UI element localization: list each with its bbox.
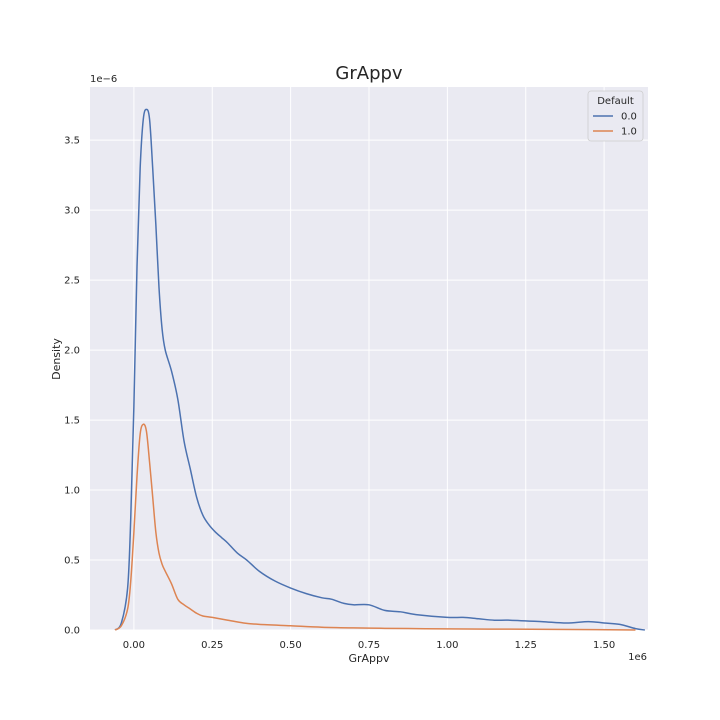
- x-tick-label: 1.25: [515, 640, 537, 651]
- y-tick-label: 1.5: [64, 416, 80, 427]
- series-line-0: [114, 108, 645, 631]
- legend: Default 0.0 1.0: [587, 90, 644, 142]
- legend-title: Default: [597, 96, 634, 107]
- legend-label-0: 0.0: [621, 112, 637, 123]
- y-tick-labels: 0.0 0.5 1.0 1.5 2.0 2.5 3.0 3.5: [64, 136, 80, 637]
- x-tick-label: 1.00: [436, 640, 458, 651]
- y-tick-label: 2.0: [64, 346, 80, 357]
- y-tick-label: 1.0: [64, 486, 80, 497]
- y-tick-label: 3.5: [64, 136, 80, 147]
- series-line-1: [114, 423, 636, 631]
- y-axis-label: Density: [50, 338, 63, 380]
- y-tick-label: 2.5: [64, 276, 80, 287]
- x-tick-labels: 0.00 0.25 0.50 0.75 1.00 1.25 1.50: [123, 640, 615, 651]
- x-offset-label: 1e6: [628, 652, 647, 663]
- x-tick-label: 0.00: [123, 640, 145, 651]
- y-offset-label: 1e−6: [90, 74, 117, 85]
- y-tick-label: 3.0: [64, 206, 80, 217]
- x-axis-label: GrAppv: [348, 652, 390, 665]
- x-tick-label: 0.25: [201, 640, 223, 651]
- y-tick-label: 0.5: [64, 556, 80, 567]
- x-tick-label: 0.50: [279, 640, 301, 651]
- x-tick-label: 0.75: [358, 640, 380, 651]
- y-tick-label: 0.0: [64, 626, 80, 637]
- x-tick-label: 1.50: [593, 640, 615, 651]
- series-layer: [114, 108, 645, 631]
- legend-label-1: 1.0: [621, 127, 637, 138]
- chart-title: GrAppv: [335, 63, 403, 84]
- legend-box: [587, 90, 644, 142]
